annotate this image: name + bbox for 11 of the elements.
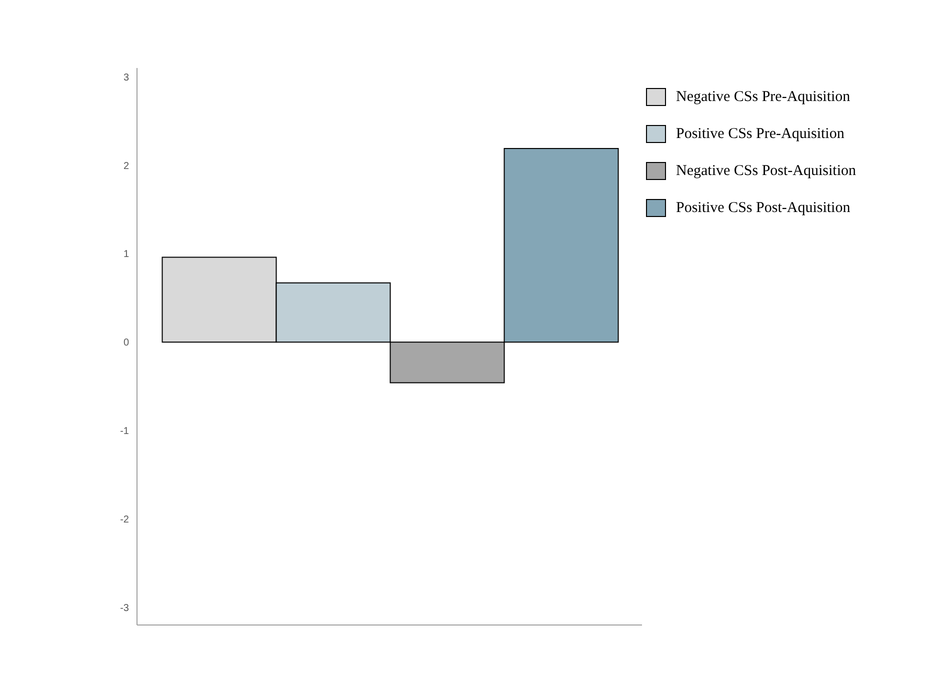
y-tick-label: 1 bbox=[123, 249, 130, 260]
legend-label: Negative CSs Post-Aquisition bbox=[676, 162, 856, 180]
y-tick-label: -3 bbox=[120, 602, 130, 614]
y-tick-label: 0 bbox=[123, 338, 130, 349]
legend-label: Positive CSs Pre-Aquisition bbox=[676, 126, 844, 142]
y-tick-label: -2 bbox=[120, 514, 130, 526]
y-tick-label: -1 bbox=[120, 426, 130, 438]
y-tick-label: 2 bbox=[123, 160, 130, 172]
legend-label: Positive CSs Post-Aquisition bbox=[676, 200, 850, 216]
y-tick-label: 3 bbox=[123, 72, 130, 84]
legend-label: Negative CSs Pre-Aquisition bbox=[676, 88, 850, 106]
